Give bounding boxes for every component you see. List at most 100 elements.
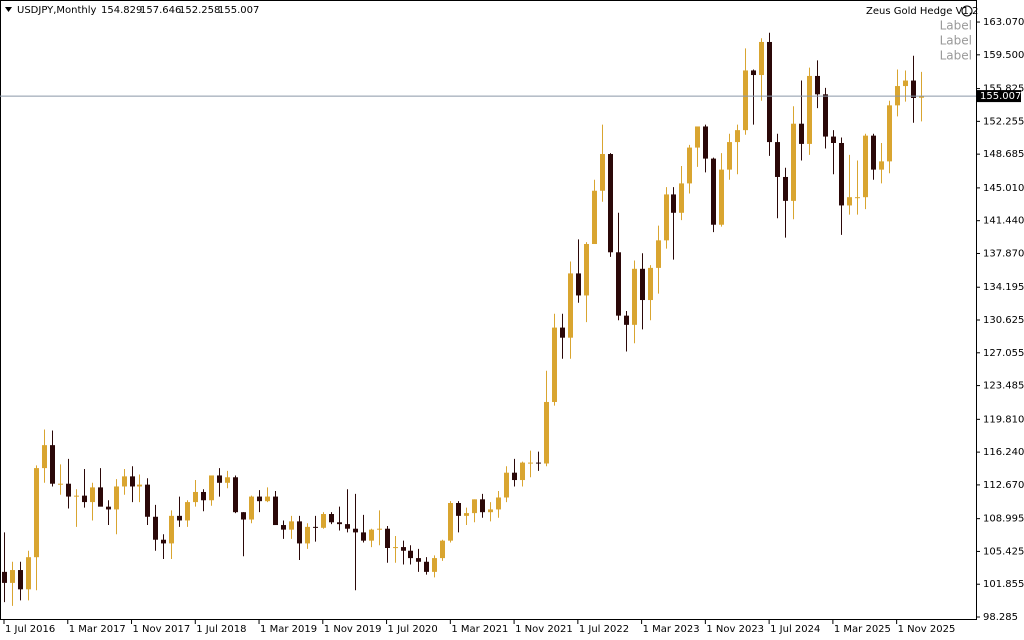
candle-body: [831, 136, 836, 143]
candle-body: [440, 540, 445, 559]
x-tick-label: 1 Mar 2023: [643, 624, 700, 635]
candle-body: [2, 571, 7, 583]
candle-body: [145, 484, 150, 517]
candle-body: [209, 475, 214, 501]
y-tick-label: 116.240: [983, 447, 1024, 458]
y-tick-label: 152.255: [983, 116, 1024, 127]
candle-body: [10, 570, 15, 583]
x-tick-label: 1 Mar 2021: [451, 624, 508, 635]
x-tick-label: 1 Nov 2021: [515, 624, 573, 635]
symbol: USDJPY,Monthly: [17, 5, 97, 16]
candle-body: [512, 472, 517, 481]
y-tick-label: 163.070: [983, 17, 1024, 28]
candle-body: [552, 327, 557, 402]
candle-body: [815, 75, 820, 95]
menu-arrow[interactable]: [5, 7, 12, 12]
candle-body: [193, 491, 198, 503]
candle-body: [273, 496, 278, 526]
candle-body: [656, 240, 661, 268]
x-tick-label: 1 Mar 2019: [260, 624, 317, 635]
candle-body: [727, 142, 732, 170]
candle-body: [408, 550, 413, 559]
candle-body: [122, 476, 127, 487]
candle-body: [903, 80, 908, 87]
candle-body: [257, 496, 262, 502]
y-tick-label: 145.010: [983, 183, 1024, 194]
candle-body: [169, 515, 174, 544]
candle-body: [751, 70, 756, 76]
candle-body: [648, 267, 653, 301]
x-tick-label: 1 Mar 2025: [834, 624, 891, 635]
candle-body: [66, 483, 71, 497]
candle-body: [361, 532, 366, 541]
candle-body: [640, 268, 645, 301]
header-close: 155.007: [218, 5, 259, 16]
candle-body: [592, 190, 597, 245]
y-tick-label: 141.440: [983, 216, 1024, 227]
candle-body: [249, 496, 254, 520]
candle-body: [496, 497, 501, 510]
x-tick-label: 1 Mar 2017: [69, 624, 126, 635]
y-tick-label: 134.195: [983, 282, 1024, 293]
x-tick-label: 1 Jul 2018: [196, 624, 246, 635]
candle-body: [488, 509, 493, 513]
candle-body: [919, 96, 924, 98]
candle-body: [879, 161, 884, 170]
candle-body: [472, 499, 477, 514]
candle-body: [130, 476, 135, 487]
price-label-box: [977, 90, 1021, 103]
candle-body: [18, 570, 23, 590]
candle-body: [377, 528, 382, 530]
candle-body: [695, 126, 700, 148]
candle-body: [584, 244, 589, 296]
candle-body: [26, 557, 31, 590]
y-tick-label: 159.500: [983, 50, 1024, 61]
candle-body: [560, 327, 565, 338]
candle-body: [807, 75, 812, 144]
candle-body: [289, 521, 294, 530]
x-tick-label: 1 Nov 2017: [133, 624, 191, 635]
candle-body: [536, 462, 541, 464]
y-tick-label: 98.285: [983, 612, 1018, 623]
candle-body: [185, 502, 190, 521]
candle-body: [791, 123, 796, 201]
candle-body: [759, 41, 764, 76]
x-tick-label: 1 Jul 2016: [5, 624, 55, 635]
candle-body: [345, 524, 350, 529]
y-tick-label: 105.425: [983, 546, 1024, 557]
candle-body: [34, 468, 39, 558]
candle-body: [201, 491, 206, 501]
candle-body: [90, 487, 95, 503]
x-tick-label: 1 Jul 2024: [770, 624, 820, 635]
candle-body: [783, 176, 788, 201]
candle-body: [576, 273, 581, 296]
candle-body: [839, 142, 844, 206]
header-open: 154.829: [101, 5, 142, 16]
candle-body: [58, 483, 63, 485]
y-tick-label: 112.670: [983, 480, 1024, 491]
candle-body: [799, 123, 804, 144]
indicator-icon[interactable]: [961, 5, 973, 17]
candle-body: [711, 158, 716, 225]
candle-body: [664, 194, 669, 241]
y-tick-label: 155.825: [983, 84, 1024, 95]
y-tick-label: 101.855: [983, 579, 1024, 590]
candle-body: [225, 477, 230, 483]
candle-body: [632, 268, 637, 325]
candle-body: [504, 472, 509, 498]
candle-body: [241, 512, 246, 520]
candle-body: [456, 502, 461, 516]
candle-body: [297, 521, 302, 544]
candle-body: [616, 252, 621, 316]
candle-body: [114, 486, 119, 510]
candle-body: [600, 154, 605, 191]
candle-body: [393, 547, 398, 549]
candle-body: [568, 273, 573, 338]
candle-body: [735, 130, 740, 143]
candle-body: [719, 169, 724, 225]
candle-body: [305, 526, 310, 544]
candle-body: [177, 515, 182, 521]
candle-body: [369, 529, 374, 541]
candle-body: [82, 495, 87, 503]
